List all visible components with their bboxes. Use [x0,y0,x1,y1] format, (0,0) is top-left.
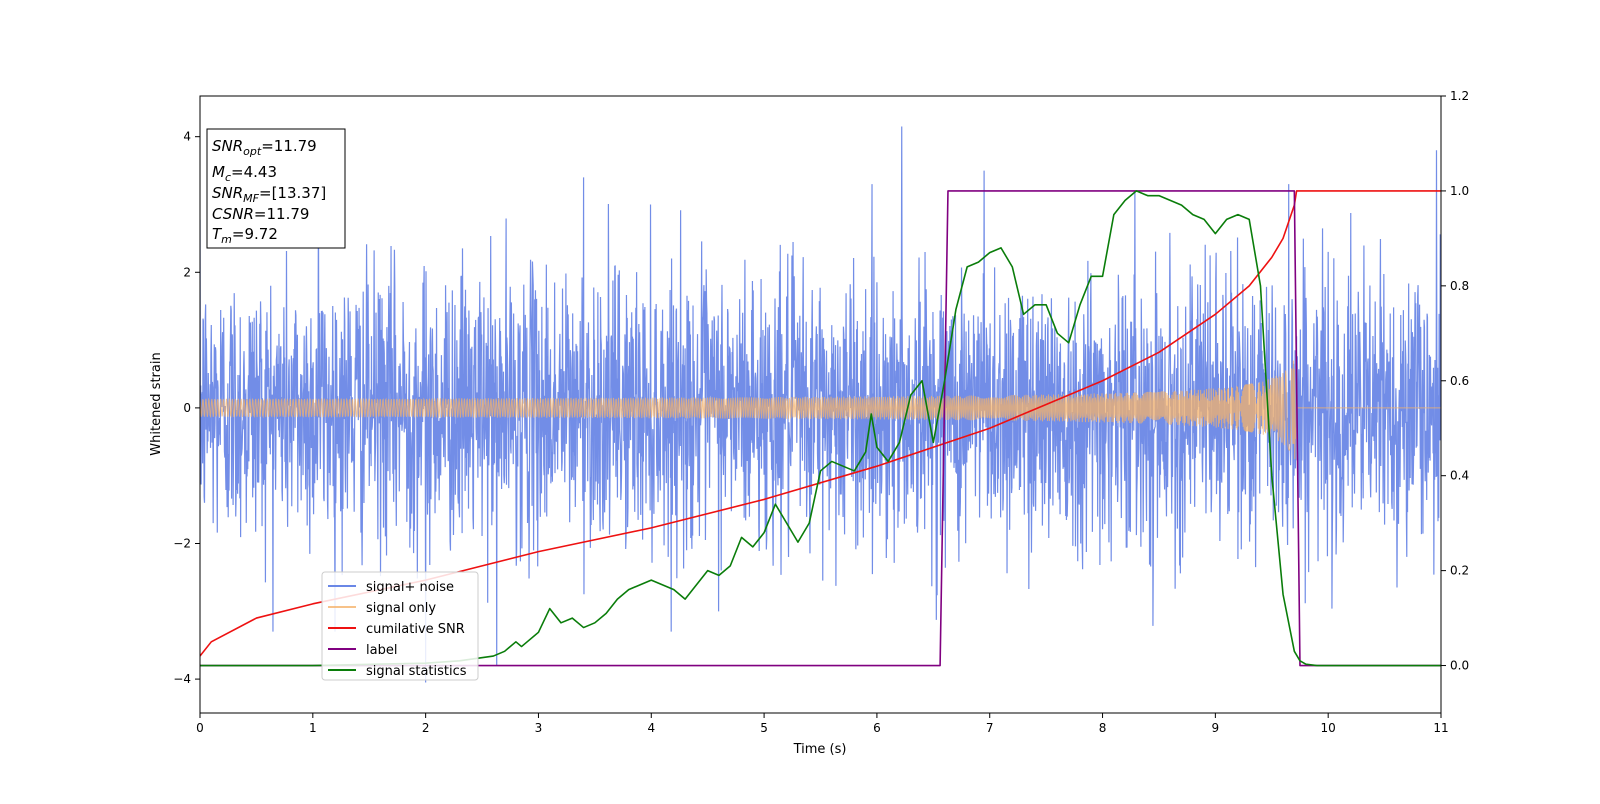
legend-frame [321,571,479,681]
x-tick-label: 9 [1212,721,1220,735]
annotation-line: SNRopt=11.79 [212,137,317,158]
legend-label: cumilative SNR [366,622,465,637]
annotation-box: SNRopt=11.79 Mc=4.43SNRMF=[13.37]CSNR=11.… [206,128,346,249]
y-right-tick-label: 0.0 [1450,659,1469,673]
x-tick-label: 3 [535,721,543,735]
legend-label: signal only [366,601,436,616]
annotation-line: Mc=4.43 [212,163,277,184]
legend-label: signal statistics [366,664,467,679]
y-right-tick-label: 1.0 [1450,184,1469,198]
x-tick-label: 4 [647,721,655,735]
x-tick-label: 1 [309,721,317,735]
annotation-frame [206,128,346,249]
y-axis-label: Whitened strain [149,352,164,455]
legend: signal+ noise signal only cumilative SNR la… [321,571,479,681]
legend-label: signal+ noise [366,580,454,595]
x-tick-label: 10 [1321,721,1336,735]
y-left-tick-label: 0 [183,401,191,415]
y-left-tick-label: −2 [173,536,191,550]
axes-ticks: 0 1 2 3 4 5 6 7 8 9 10 11 −4 −2 0 2 4 0.0 0.2 0.4 0.6 0.8 1.0 1… [173,89,1469,735]
y-right-tick-label: 0.8 [1450,279,1469,293]
y-left-tick-label: 4 [183,130,191,144]
legend-label: label [366,643,397,658]
series-line-signal-noise [200,126,1441,683]
x-tick-label: 5 [760,721,768,735]
y-left-tick-label: 2 [183,265,191,279]
y-right-tick-label: 0.2 [1450,564,1469,578]
annotation-line: CSNR=11.79 [212,205,309,223]
x-tick-label: 2 [422,721,430,735]
y-right-tick-label: 0.6 [1450,374,1469,388]
x-tick-label: 7 [986,721,994,735]
x-tick-label: 8 [1099,721,1107,735]
annotation-line: Tm=9.72 [212,225,278,246]
x-tick-label: 6 [873,721,881,735]
plot-frame [199,95,1442,714]
y-right-tick-label: 1.2 [1450,89,1469,103]
series-line-signal-statistics [200,190,1441,667]
series-line-signal-only [200,360,1441,460]
y-right-tick-label: 0.4 [1450,469,1469,483]
x-tick-label: 0 [196,721,204,735]
y-left-tick-label: −4 [173,672,191,686]
x-axis-label: Time (s) [793,742,847,757]
x-tick-label: 11 [1433,721,1448,735]
annotation-line: SNRMF=[13.37] [212,184,326,205]
